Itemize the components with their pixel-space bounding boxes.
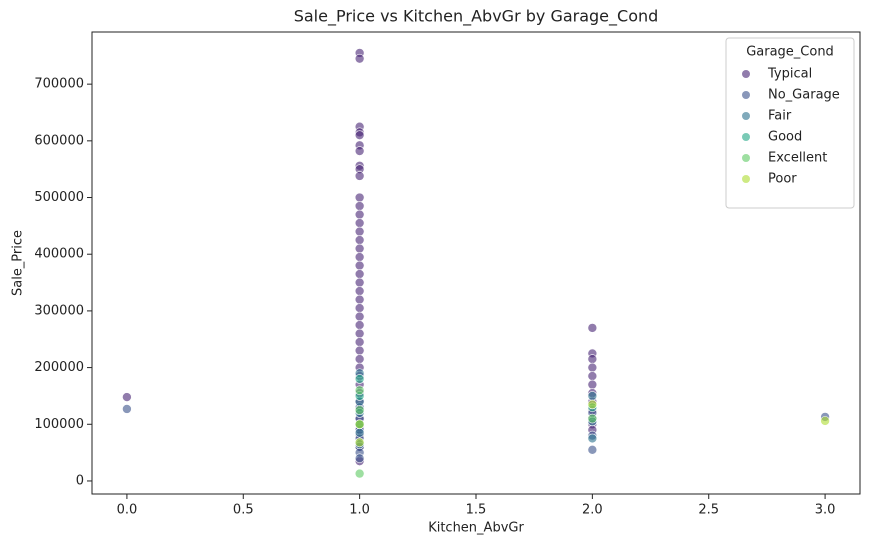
legend-label: Typical <box>767 67 812 82</box>
y-tick-label: 500000 <box>34 190 84 205</box>
point <box>354 218 365 228</box>
x-tick-label: 1.0 <box>349 503 370 518</box>
point <box>354 252 365 262</box>
y-tick-label: 200000 <box>34 360 84 375</box>
point <box>354 235 365 245</box>
point <box>354 419 365 430</box>
point <box>354 405 365 415</box>
x-tick-label: 2.0 <box>582 503 603 518</box>
point <box>354 468 365 479</box>
point <box>354 53 365 64</box>
x-axis-label: Kitchen_AbvGr <box>428 521 524 536</box>
point <box>354 354 365 364</box>
point <box>354 311 365 322</box>
point <box>587 399 598 410</box>
point <box>587 354 598 364</box>
legend-marker <box>742 112 750 120</box>
legend-marker <box>742 133 750 141</box>
point <box>354 260 365 271</box>
y-tick-label: 300000 <box>34 303 84 318</box>
point <box>354 427 365 438</box>
point <box>587 413 598 424</box>
point <box>820 416 830 426</box>
legend-marker <box>742 175 750 183</box>
plot-frame <box>91 31 861 495</box>
legend-label: Excellent <box>768 151 827 166</box>
legend-box <box>725 37 855 209</box>
point <box>354 303 365 313</box>
y-tick-label: 100000 <box>34 417 84 432</box>
point <box>354 286 365 296</box>
point <box>354 277 365 288</box>
legend-label: Good <box>768 130 802 145</box>
y-axis-label: Sale_Price <box>11 230 26 296</box>
point <box>354 437 365 448</box>
legend-marker <box>742 70 750 78</box>
x-tick-label: 1.5 <box>466 503 487 518</box>
point <box>354 328 365 339</box>
y-tick-label: 700000 <box>34 77 84 92</box>
point <box>587 371 598 381</box>
point <box>354 146 365 156</box>
point <box>354 243 365 254</box>
legend-label: Poor <box>768 172 797 187</box>
point <box>122 404 132 414</box>
legend-label: Fair <box>768 109 792 124</box>
x-tick-label: 2.5 <box>698 503 719 518</box>
point <box>354 345 365 356</box>
y-tick-label: 0 <box>76 473 84 488</box>
point <box>354 374 365 384</box>
point <box>354 209 365 220</box>
point <box>354 226 365 237</box>
x-tick-label: 3.0 <box>815 503 836 518</box>
x-tick-label: 0.0 <box>117 503 138 518</box>
point <box>354 269 365 279</box>
y-tick-label: 400000 <box>34 247 84 262</box>
point <box>587 323 598 333</box>
legend-title: Garage_Cond <box>746 45 834 60</box>
point <box>354 171 365 181</box>
point <box>354 337 365 347</box>
point <box>354 192 365 203</box>
point <box>122 392 132 402</box>
y-tick-label: 600000 <box>34 133 84 148</box>
legend-marker <box>742 154 750 162</box>
point <box>354 385 365 396</box>
point <box>587 391 598 401</box>
point <box>354 320 365 330</box>
point <box>354 294 365 305</box>
point <box>354 130 365 140</box>
legend-label: No_Garage <box>768 88 840 103</box>
x-tick-label: 0.5 <box>233 503 254 518</box>
point <box>587 444 598 455</box>
point <box>354 453 365 464</box>
point <box>587 379 598 390</box>
chart-title: Sale_Price vs Kitchen_AbvGr by Garage_Co… <box>294 7 659 27</box>
point <box>587 362 598 373</box>
point <box>354 201 365 211</box>
legend-marker <box>742 91 750 99</box>
point <box>587 433 598 444</box>
